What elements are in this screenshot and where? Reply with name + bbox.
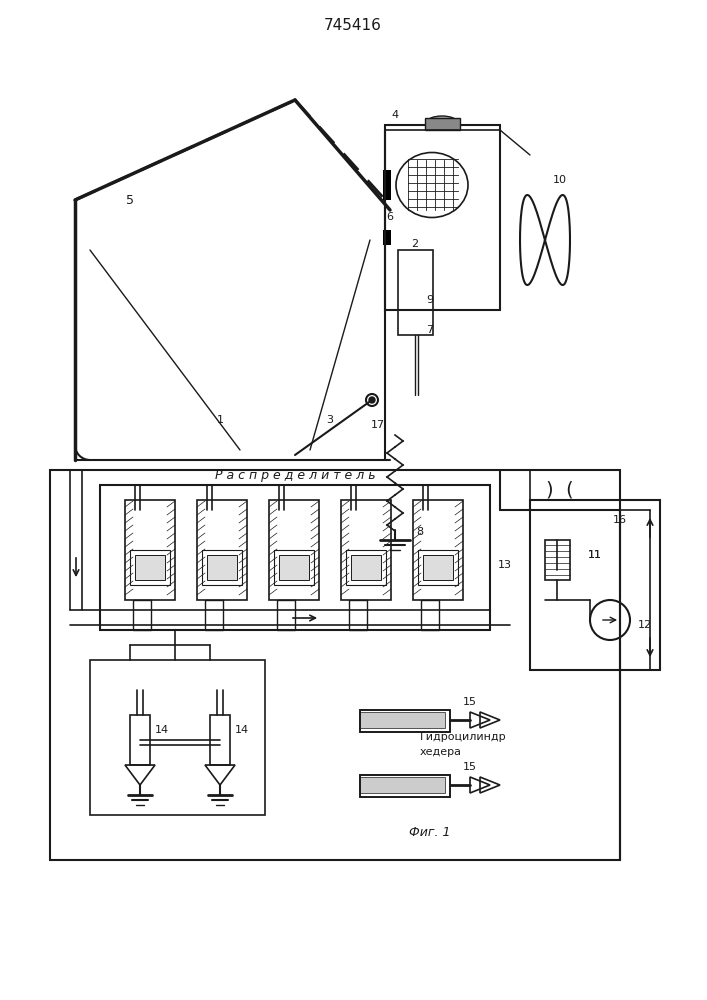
Bar bbox=[269, 500, 319, 600]
Bar bbox=[545, 540, 570, 580]
Bar bbox=[133, 600, 151, 630]
Text: 1: 1 bbox=[216, 415, 223, 425]
Bar bbox=[207, 555, 237, 580]
Bar bbox=[90, 660, 265, 815]
Text: 17: 17 bbox=[371, 420, 385, 430]
Bar bbox=[279, 555, 309, 580]
Bar bbox=[274, 550, 314, 585]
Text: Фиг. 1: Фиг. 1 bbox=[409, 826, 451, 838]
Text: 11: 11 bbox=[588, 550, 602, 560]
Bar bbox=[349, 600, 367, 630]
Bar bbox=[100, 485, 490, 630]
Text: 15: 15 bbox=[463, 697, 477, 707]
Circle shape bbox=[366, 394, 378, 406]
Text: хедера: хедера bbox=[420, 747, 462, 757]
Bar bbox=[360, 775, 450, 797]
Bar bbox=[360, 710, 450, 732]
Bar bbox=[385, 125, 500, 310]
Text: 14: 14 bbox=[155, 725, 169, 735]
Bar bbox=[413, 500, 463, 600]
Bar bbox=[423, 555, 453, 580]
Ellipse shape bbox=[427, 116, 457, 128]
Bar bbox=[530, 500, 660, 670]
Bar bbox=[425, 118, 460, 130]
Text: 4: 4 bbox=[392, 110, 399, 120]
Bar bbox=[277, 600, 295, 630]
Text: 13: 13 bbox=[498, 560, 512, 570]
Text: 5: 5 bbox=[126, 194, 134, 207]
Circle shape bbox=[369, 397, 375, 403]
Bar bbox=[360, 710, 450, 732]
Bar bbox=[351, 555, 381, 580]
Bar bbox=[360, 777, 445, 793]
Bar bbox=[210, 715, 230, 765]
Text: 6: 6 bbox=[387, 212, 394, 222]
Text: 745416: 745416 bbox=[324, 17, 382, 32]
Text: 8: 8 bbox=[416, 527, 423, 537]
Text: 14: 14 bbox=[235, 725, 249, 735]
Text: 3: 3 bbox=[327, 415, 334, 425]
Bar bbox=[130, 550, 170, 585]
Text: 2: 2 bbox=[411, 239, 419, 249]
Bar bbox=[360, 775, 450, 797]
Text: 9: 9 bbox=[426, 295, 433, 305]
Bar bbox=[50, 470, 620, 860]
Text: 10: 10 bbox=[553, 175, 567, 185]
Bar bbox=[202, 550, 242, 585]
Bar bbox=[346, 550, 386, 585]
Text: Р а с п р е д е л и т е л ь: Р а с п р е д е л и т е л ь bbox=[215, 468, 375, 482]
Text: 7: 7 bbox=[426, 325, 433, 335]
Bar bbox=[383, 230, 391, 245]
Text: Гидроцилиндр: Гидроцилиндр bbox=[420, 732, 507, 742]
Bar bbox=[360, 712, 445, 728]
Bar bbox=[418, 550, 458, 585]
Bar bbox=[205, 600, 223, 630]
Bar bbox=[398, 250, 433, 335]
Bar bbox=[135, 555, 165, 580]
Text: 15: 15 bbox=[463, 762, 477, 772]
Bar bbox=[125, 500, 175, 600]
Text: )  (: ) ( bbox=[547, 481, 574, 499]
Text: 11: 11 bbox=[588, 550, 602, 560]
Text: 16: 16 bbox=[613, 515, 627, 525]
Text: 12: 12 bbox=[638, 620, 652, 630]
Bar bbox=[421, 600, 439, 630]
Bar bbox=[130, 715, 150, 765]
Bar bbox=[383, 170, 391, 200]
Bar bbox=[197, 500, 247, 600]
Bar bbox=[341, 500, 391, 600]
